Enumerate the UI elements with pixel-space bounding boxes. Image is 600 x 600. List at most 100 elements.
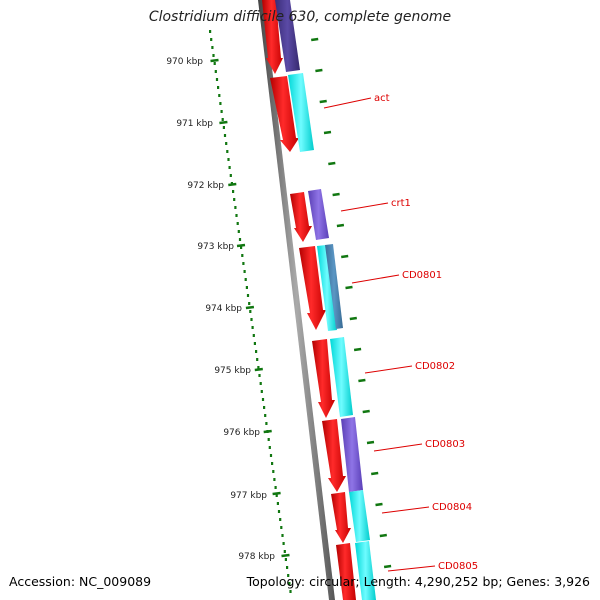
cds-arrow	[336, 543, 356, 600]
skew-dot	[222, 126, 225, 129]
skew-dot	[232, 190, 235, 193]
skew-dot	[264, 414, 267, 417]
outer-tick	[341, 254, 349, 259]
skew-dot	[244, 278, 247, 281]
feature-block-dark-purple	[275, 0, 300, 72]
scale-label: 974 kbp	[205, 304, 242, 314]
skew-dot	[250, 318, 253, 321]
skew-dot	[282, 542, 285, 545]
outer-tick	[366, 440, 375, 445]
scale-label: 973 kbp	[197, 242, 234, 252]
skew-dot	[237, 230, 240, 233]
skew-dot	[286, 566, 289, 569]
feature-block-cyan	[330, 337, 353, 417]
feature-block-cyan	[355, 541, 376, 600]
skew-dot	[251, 326, 254, 329]
skew-dot	[279, 518, 282, 521]
label-leader	[381, 506, 430, 514]
skew-dot	[261, 398, 265, 401]
kbp-tick	[263, 429, 272, 434]
cds-arrow	[290, 192, 312, 242]
scale-label: 978 kbp	[238, 552, 275, 562]
feature-block-cyan	[349, 490, 370, 542]
gene-label-act: act	[374, 93, 390, 104]
scale-label: 976 kbp	[223, 428, 260, 438]
feature-block-steel	[325, 244, 343, 329]
skew-dot	[243, 270, 246, 273]
skew-dot	[240, 246, 243, 249]
skew-dot	[246, 294, 250, 297]
skew-dot	[268, 446, 271, 449]
gene-label-cd0801: CD0801	[402, 270, 442, 281]
skew-dot	[256, 358, 259, 361]
skew-dot	[257, 366, 260, 369]
skew-dot	[225, 142, 228, 145]
scale-label: 970 kbp	[166, 57, 203, 67]
skew-dot	[210, 38, 213, 41]
cds-arrow	[331, 492, 351, 543]
label-leader	[340, 202, 389, 212]
label-leader	[373, 443, 423, 452]
label-leader	[387, 565, 436, 572]
skew-dot	[228, 166, 231, 169]
outer-tick	[353, 347, 362, 352]
skew-dot	[214, 70, 217, 73]
cds-arrow	[312, 339, 335, 418]
scale-labels: 970 kbp 971 kbp 972 kbp 973 kbp 974 kbp …	[166, 57, 275, 562]
skew-dot	[249, 310, 252, 313]
skew-dot	[267, 438, 270, 441]
scale-label: 977 kbp	[230, 491, 267, 501]
skew-dot	[218, 94, 221, 97]
skew-dot	[241, 254, 244, 257]
outer-tick	[349, 316, 357, 321]
outer-tick	[311, 37, 319, 42]
scale-label: 972 kbp	[187, 181, 224, 191]
kbp-tick	[228, 182, 237, 187]
kbp-tick	[272, 491, 281, 496]
gene-label-cd0804: CD0804	[432, 502, 472, 513]
skew-dot	[253, 342, 256, 345]
genome-summary-text: Topology: circular; Length: 4,290,252 bp…	[246, 574, 590, 589]
skew-dot	[263, 406, 266, 409]
skew-dot	[283, 550, 286, 553]
outer-tick	[345, 285, 353, 290]
skew-dot	[213, 62, 216, 65]
cds-arrow	[322, 419, 346, 492]
skew-dot	[259, 382, 262, 385]
kbp-tick	[236, 243, 246, 248]
skew-dot	[209, 30, 212, 33]
skew-dot	[276, 502, 279, 505]
skew-dot	[272, 470, 275, 473]
skew-dot	[234, 206, 237, 209]
outer-ticks	[311, 37, 392, 569]
skew-dot	[221, 118, 224, 121]
genome-backbone	[258, 0, 335, 600]
outer-tick	[315, 68, 323, 73]
skew-dot	[235, 214, 238, 217]
scale-label: 971 kbp	[176, 119, 213, 129]
outer-tick	[336, 223, 345, 228]
skew-dot	[217, 86, 220, 89]
feature-block-cyan	[317, 245, 337, 331]
gene-label-cd0802: CD0802	[415, 361, 455, 372]
outer-tick	[328, 161, 336, 166]
kbp-tick	[281, 553, 290, 558]
skew-dot	[260, 390, 263, 393]
accession-text: Accession: NC_009089	[9, 574, 152, 589]
cds-arrow	[270, 76, 299, 152]
skew-dot	[223, 134, 227, 137]
skew-dot	[281, 534, 284, 537]
outer-tick	[383, 564, 392, 569]
skew-dot	[255, 350, 258, 353]
outer-tick	[358, 378, 366, 383]
outer-tick	[379, 533, 387, 538]
skew-dot	[233, 198, 236, 201]
skew-dot	[238, 238, 242, 241]
skew-dot	[212, 54, 215, 57]
feature-block-purple	[308, 189, 329, 240]
skew-dot	[265, 422, 268, 425]
skew-dot	[252, 334, 255, 337]
gene-labels: act crt1 CD0801 CD0802 CD0803 CD0804 CD0…	[374, 93, 478, 572]
outer-tick	[319, 99, 327, 104]
